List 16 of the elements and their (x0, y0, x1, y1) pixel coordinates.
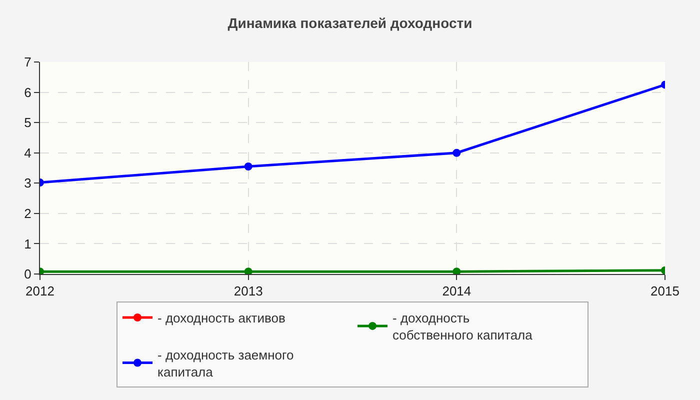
x-tick-label: 2014 (442, 284, 472, 299)
x-tick-label: 2015 (650, 284, 680, 299)
y-tick-label: 4 (24, 145, 32, 160)
x-tick-label: 2012 (26, 284, 54, 299)
legend-label: - доходность собственного капитала (392, 310, 534, 342)
x-tick-label: 2013 (234, 284, 263, 299)
legend-label: - доходность заемного капитала (158, 347, 294, 380)
y-tick-label: 6 (24, 84, 32, 100)
y-tick-label: 3 (24, 176, 32, 191)
y-tick-label: 7 (24, 54, 32, 70)
y-tick-label: 2 (24, 206, 32, 221)
y-tick-label: 5 (24, 115, 32, 130)
y-tick-label: 1 (24, 236, 32, 252)
y-tick-label: 0 (24, 266, 32, 282)
legend-label: - доходность активов (158, 310, 286, 326)
chart-title: Динамика показателей доходности (228, 14, 472, 31)
